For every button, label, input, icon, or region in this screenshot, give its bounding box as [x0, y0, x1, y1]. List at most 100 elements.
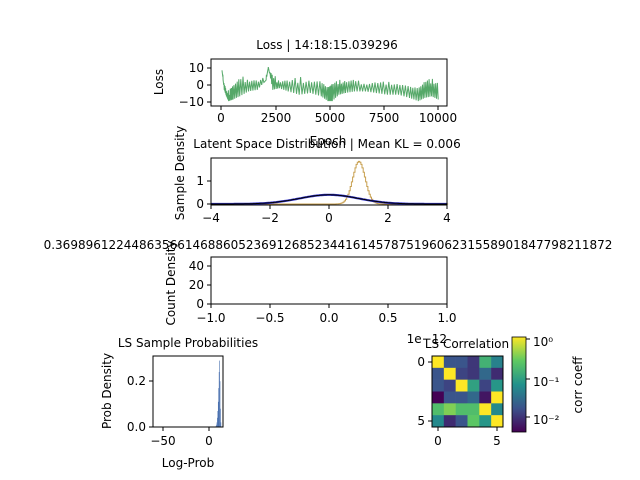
- colorbar-tick-label: 10⁻²: [533, 413, 560, 427]
- latent-posterior-curve: [211, 193, 447, 206]
- corr-cell: [432, 391, 445, 404]
- colorbar-tick-label: 10⁻¹: [533, 375, 560, 389]
- prob-histogram-bar: [217, 411, 219, 427]
- corr-cell: [479, 415, 492, 428]
- loss-xlabel: Epoch: [310, 134, 347, 148]
- prob-xticks: −50 0: [150, 427, 213, 448]
- prob-title: LS Sample Probabilities: [118, 336, 258, 350]
- corr-cell: [432, 367, 445, 380]
- corr-cell: [455, 367, 468, 380]
- latent-sample-histogram: [211, 160, 449, 205]
- corr-cell: [491, 367, 504, 380]
- count-ytick-label: 0: [196, 297, 204, 311]
- latent-ytick-label: 0: [196, 197, 204, 211]
- corr-cell: [443, 379, 456, 392]
- latent-panel: Latent Space Distribution | Mean KL = 0.…: [173, 126, 461, 225]
- latent-xtick-label: −2: [261, 211, 279, 225]
- count-ytick-label: 20: [189, 278, 204, 292]
- prob-histogram-bar: [219, 360, 220, 427]
- loss-ytick-label: 10: [189, 61, 204, 75]
- prob-histogram-bar: [217, 417, 218, 427]
- latent-yticks: 0 1: [196, 174, 211, 211]
- loss-panel: Loss | 14:18:15.039296 0 2500 5000 7500 …: [152, 38, 457, 148]
- count-xtick-label: −0.5: [255, 311, 284, 325]
- loss-yticks: 10 0 −10: [179, 61, 211, 109]
- corr-cell: [479, 356, 492, 369]
- corr-cell: [491, 379, 504, 392]
- corr-cell: [491, 403, 504, 416]
- corr-cell: [443, 367, 456, 380]
- corr-cell: [467, 391, 480, 404]
- prob-panel: LS Sample Probabilities −50 0 0.0 0.2 Lo…: [100, 336, 258, 470]
- corr-cell: [467, 367, 480, 380]
- count-xtick-label: 1.0: [437, 311, 456, 325]
- corr-cell: [479, 367, 492, 380]
- prob-xtick-label: 0: [205, 434, 213, 448]
- prob-histogram-bar: [220, 422, 222, 427]
- loss-xtick-label: 7500: [369, 111, 400, 125]
- corr-xtick-label: 0: [434, 434, 442, 448]
- prob-ytick-label: 0.0: [127, 420, 146, 434]
- prob-histogram-bar: [215, 425, 217, 427]
- corr-cell: [432, 415, 445, 428]
- corr-cell: [467, 356, 480, 369]
- loss-xtick-label: 10000: [419, 111, 457, 125]
- corr-cell: [467, 415, 480, 428]
- corr-heatmap: [432, 356, 504, 428]
- corr-cell: [491, 356, 504, 369]
- prob-histogram-bar: [217, 401, 219, 427]
- corr-cell: [455, 403, 468, 416]
- prob-histogram-bar: [220, 408, 221, 427]
- loss-axes-frame: [210, 58, 448, 107]
- count-xtick-label: 0.5: [378, 311, 397, 325]
- corr-cell: [479, 391, 492, 404]
- count-axes-frame: [210, 256, 448, 305]
- count-panel: 0.36989612244863566146886052369126852344…: [44, 238, 613, 346]
- corr-ytick-label: 5: [417, 414, 425, 428]
- colorbar-label: corr coeff: [571, 356, 585, 414]
- count-xtick-label: 0.0: [319, 311, 338, 325]
- prob-xtick-label: −50: [150, 434, 175, 448]
- corr-ytick-label: 0: [417, 355, 425, 369]
- loss-xtick-label: 5000: [315, 111, 346, 125]
- count-xtick-label: −1.0: [196, 311, 225, 325]
- corr-cell: [443, 403, 456, 416]
- count-ytick-label: 40: [189, 259, 204, 273]
- count-xticks: −1.0 −0.5 0.0 0.5 1.0: [196, 304, 457, 325]
- corr-cell: [467, 403, 480, 416]
- colorbar-gradient: [511, 336, 527, 433]
- loss-ytick-label: −10: [179, 95, 204, 109]
- loss-xtick-label: 0: [217, 111, 225, 125]
- corr-xticks: 0 5: [434, 427, 501, 448]
- count-ylabel: Count Density: [164, 240, 178, 325]
- loss-ytick-label: 0: [196, 78, 204, 92]
- latent-xtick-label: 2: [384, 211, 392, 225]
- corr-cell: [479, 403, 492, 416]
- corr-cell: [455, 379, 468, 392]
- latent-prior-curve: [211, 194, 447, 205]
- corr-cell: [491, 415, 504, 428]
- corr-cell: [479, 379, 492, 392]
- loss-ylabel: Loss: [152, 69, 166, 95]
- corr-cell: [432, 356, 445, 369]
- corr-cell: [491, 391, 504, 404]
- corr-axes-frame: [431, 355, 504, 428]
- corr-cell: [443, 391, 456, 404]
- prob-histogram-bar: [216, 422, 218, 427]
- loss-series-line: [221, 66, 439, 102]
- latent-axes-frame: [210, 157, 448, 206]
- prob-xlabel: Log-Prob: [162, 456, 214, 470]
- loss-plot-area: [221, 66, 439, 102]
- latent-ytick-label: 1: [196, 174, 204, 188]
- loss-title: Loss | 14:18:15.039296: [256, 38, 398, 52]
- corr-cell: [443, 415, 456, 428]
- prob-histogram-bar: [216, 424, 217, 427]
- prob-ytick-label: 0.2: [127, 374, 146, 388]
- latent-plot-area: [211, 160, 449, 206]
- count-yticks: 0 20 40: [189, 259, 211, 311]
- prob-histogram-bar: [218, 388, 220, 427]
- count-offset-label: 1e−12: [407, 332, 447, 346]
- latent-xticks: −4 −2 0 2 4: [202, 205, 451, 225]
